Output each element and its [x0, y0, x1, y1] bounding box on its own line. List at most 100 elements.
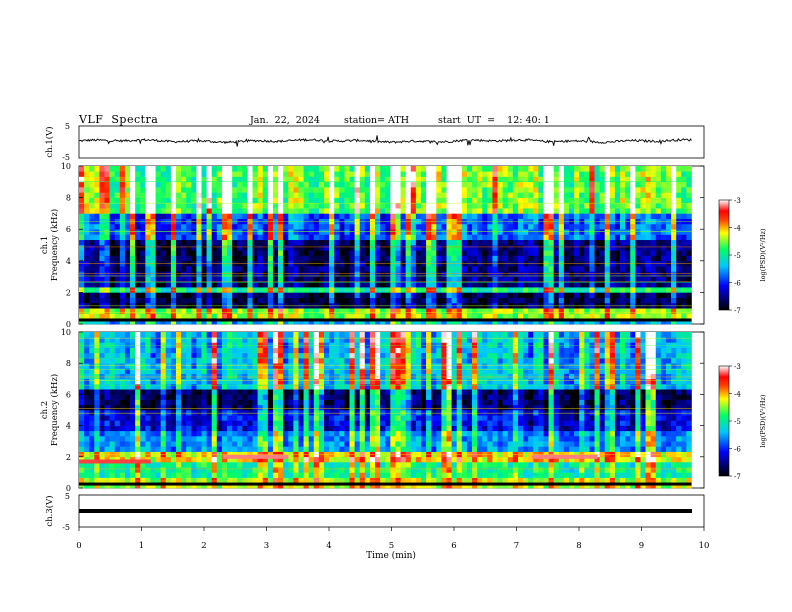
- spectrogram-cell: [145, 234, 151, 241]
- spectrogram-cell: [466, 472, 473, 478]
- spectrogram-cell: [543, 297, 549, 304]
- spectrogram-cell: [84, 276, 90, 283]
- spectrogram-cell: [477, 208, 483, 214]
- spectrogram-cell: [175, 250, 182, 256]
- spectrogram-cell: [145, 441, 151, 447]
- spectrogram-cell: [318, 456, 325, 463]
- spectrogram-cell: [512, 271, 519, 277]
- spectrogram-cell: [528, 477, 534, 484]
- spectrogram-cell: [446, 467, 452, 473]
- spectrogram-cell: [538, 213, 544, 219]
- spectrogram-cell: [181, 446, 187, 452]
- spectrogram-cell: [395, 202, 401, 209]
- spectrogram-cell: [79, 223, 85, 230]
- spectrogram-cell: [313, 187, 320, 193]
- spectrogram-cell: [395, 477, 401, 484]
- spectrogram-cell: [170, 462, 177, 468]
- spectrogram-cell: [686, 166, 692, 172]
- spectrogram-cell: [410, 271, 417, 277]
- spectrogram-cell: [625, 436, 631, 442]
- spectrogram-cell: [216, 266, 223, 272]
- spectrogram-cell: [375, 192, 381, 198]
- spectrogram-cell: [405, 245, 412, 251]
- spectrogram-cell: [599, 187, 606, 193]
- spectrogram-cell: [359, 234, 366, 241]
- spectrogram-cell: [599, 171, 606, 177]
- spectrogram-cell: [451, 234, 457, 241]
- spectrogram-cell: [206, 255, 212, 262]
- spectrogram-cell: [395, 255, 401, 262]
- spectrogram-cell: [165, 477, 172, 484]
- spectrogram-cell: [620, 208, 626, 214]
- spectrogram-cell: [109, 245, 116, 251]
- spectrogram-cell: [676, 187, 682, 193]
- spectrogram-cell: [466, 436, 473, 442]
- spectrogram-cell: [206, 239, 212, 246]
- spectrogram-cell: [283, 472, 289, 478]
- spectrogram-cell: [681, 266, 687, 272]
- spectrogram-cell: [436, 208, 442, 214]
- spectrogram-cell: [247, 308, 253, 314]
- spectrogram-cell: [364, 308, 371, 314]
- spectrogram-cell: [385, 271, 391, 277]
- spectrogram-cell: [660, 223, 667, 230]
- spectrogram-cell: [472, 255, 478, 262]
- spectrogram-cell: [206, 197, 212, 204]
- spectrogram-cell: [579, 477, 585, 484]
- spectrogram-cell: [145, 271, 151, 277]
- spectrogram-cell: [584, 276, 590, 283]
- spectrogram-cell: [665, 308, 672, 314]
- spectrogram-cell: [237, 234, 243, 241]
- spectrogram-cell: [221, 223, 228, 230]
- spectrogram-cell: [558, 276, 565, 283]
- spectrogram-cell: [523, 213, 529, 219]
- spectrogram-cell: [472, 472, 478, 478]
- spectrogram-cell: [589, 250, 595, 256]
- spectrogram-cell: [344, 213, 350, 219]
- spectrogram-cell: [497, 202, 503, 209]
- spectrogram-cell: [538, 176, 544, 183]
- spectrogram-cell: [645, 181, 651, 188]
- spectrogram-cell: [625, 271, 631, 277]
- spectrogram-cell: [130, 176, 136, 183]
- spectrogram-cell: [436, 271, 442, 277]
- spectrogram-cell: [124, 297, 131, 304]
- spectrogram-cell: [415, 202, 422, 209]
- spectrogram-cell: [497, 482, 503, 489]
- spectrogram-cell: [329, 181, 335, 188]
- spectrogram-cell: [497, 234, 503, 241]
- spectrogram-cell: [380, 482, 386, 489]
- spectrogram-cell: [79, 430, 85, 437]
- spectrogram-cell: [206, 166, 212, 172]
- spectrogram-cell: [502, 192, 509, 198]
- spectrogram-cell: [640, 223, 646, 230]
- spectrogram-cell: [665, 482, 672, 489]
- spectrogram-cell: [109, 462, 116, 468]
- spectrogram-cell: [247, 213, 253, 219]
- spectrogram-cell: [216, 239, 223, 246]
- ytick-label: 8: [66, 194, 71, 203]
- spectrogram-cell: [523, 223, 529, 230]
- spectrogram-cell: [79, 208, 85, 214]
- spectrogram-cell: [221, 430, 228, 437]
- spectrogram-cell: [599, 308, 606, 314]
- spectrogram-cell: [84, 297, 90, 304]
- spectrogram-cell: [620, 250, 626, 256]
- spectrogram-cell: [114, 234, 121, 241]
- spectrogram-cell: [686, 202, 692, 209]
- spectrogram-cell: [436, 213, 442, 219]
- spectrogram-cell: [563, 292, 570, 298]
- spectrogram-cell: [517, 281, 524, 288]
- spectrogram-cell: [242, 250, 248, 256]
- spectrogram-cell: [344, 318, 350, 325]
- spectrogram-cell: [487, 197, 493, 204]
- spectrogram-cell: [109, 276, 116, 283]
- spectrogram-cell: [170, 297, 177, 304]
- spectrogram-cell: [165, 223, 172, 230]
- spectrogram-cell: [563, 318, 570, 325]
- spectrogram-cell: [594, 187, 600, 193]
- spectrogram-cell: [390, 477, 396, 484]
- spectrogram-cell: [216, 245, 223, 251]
- spectrogram-cell: [160, 192, 167, 198]
- spectrogram-cell: [380, 292, 386, 298]
